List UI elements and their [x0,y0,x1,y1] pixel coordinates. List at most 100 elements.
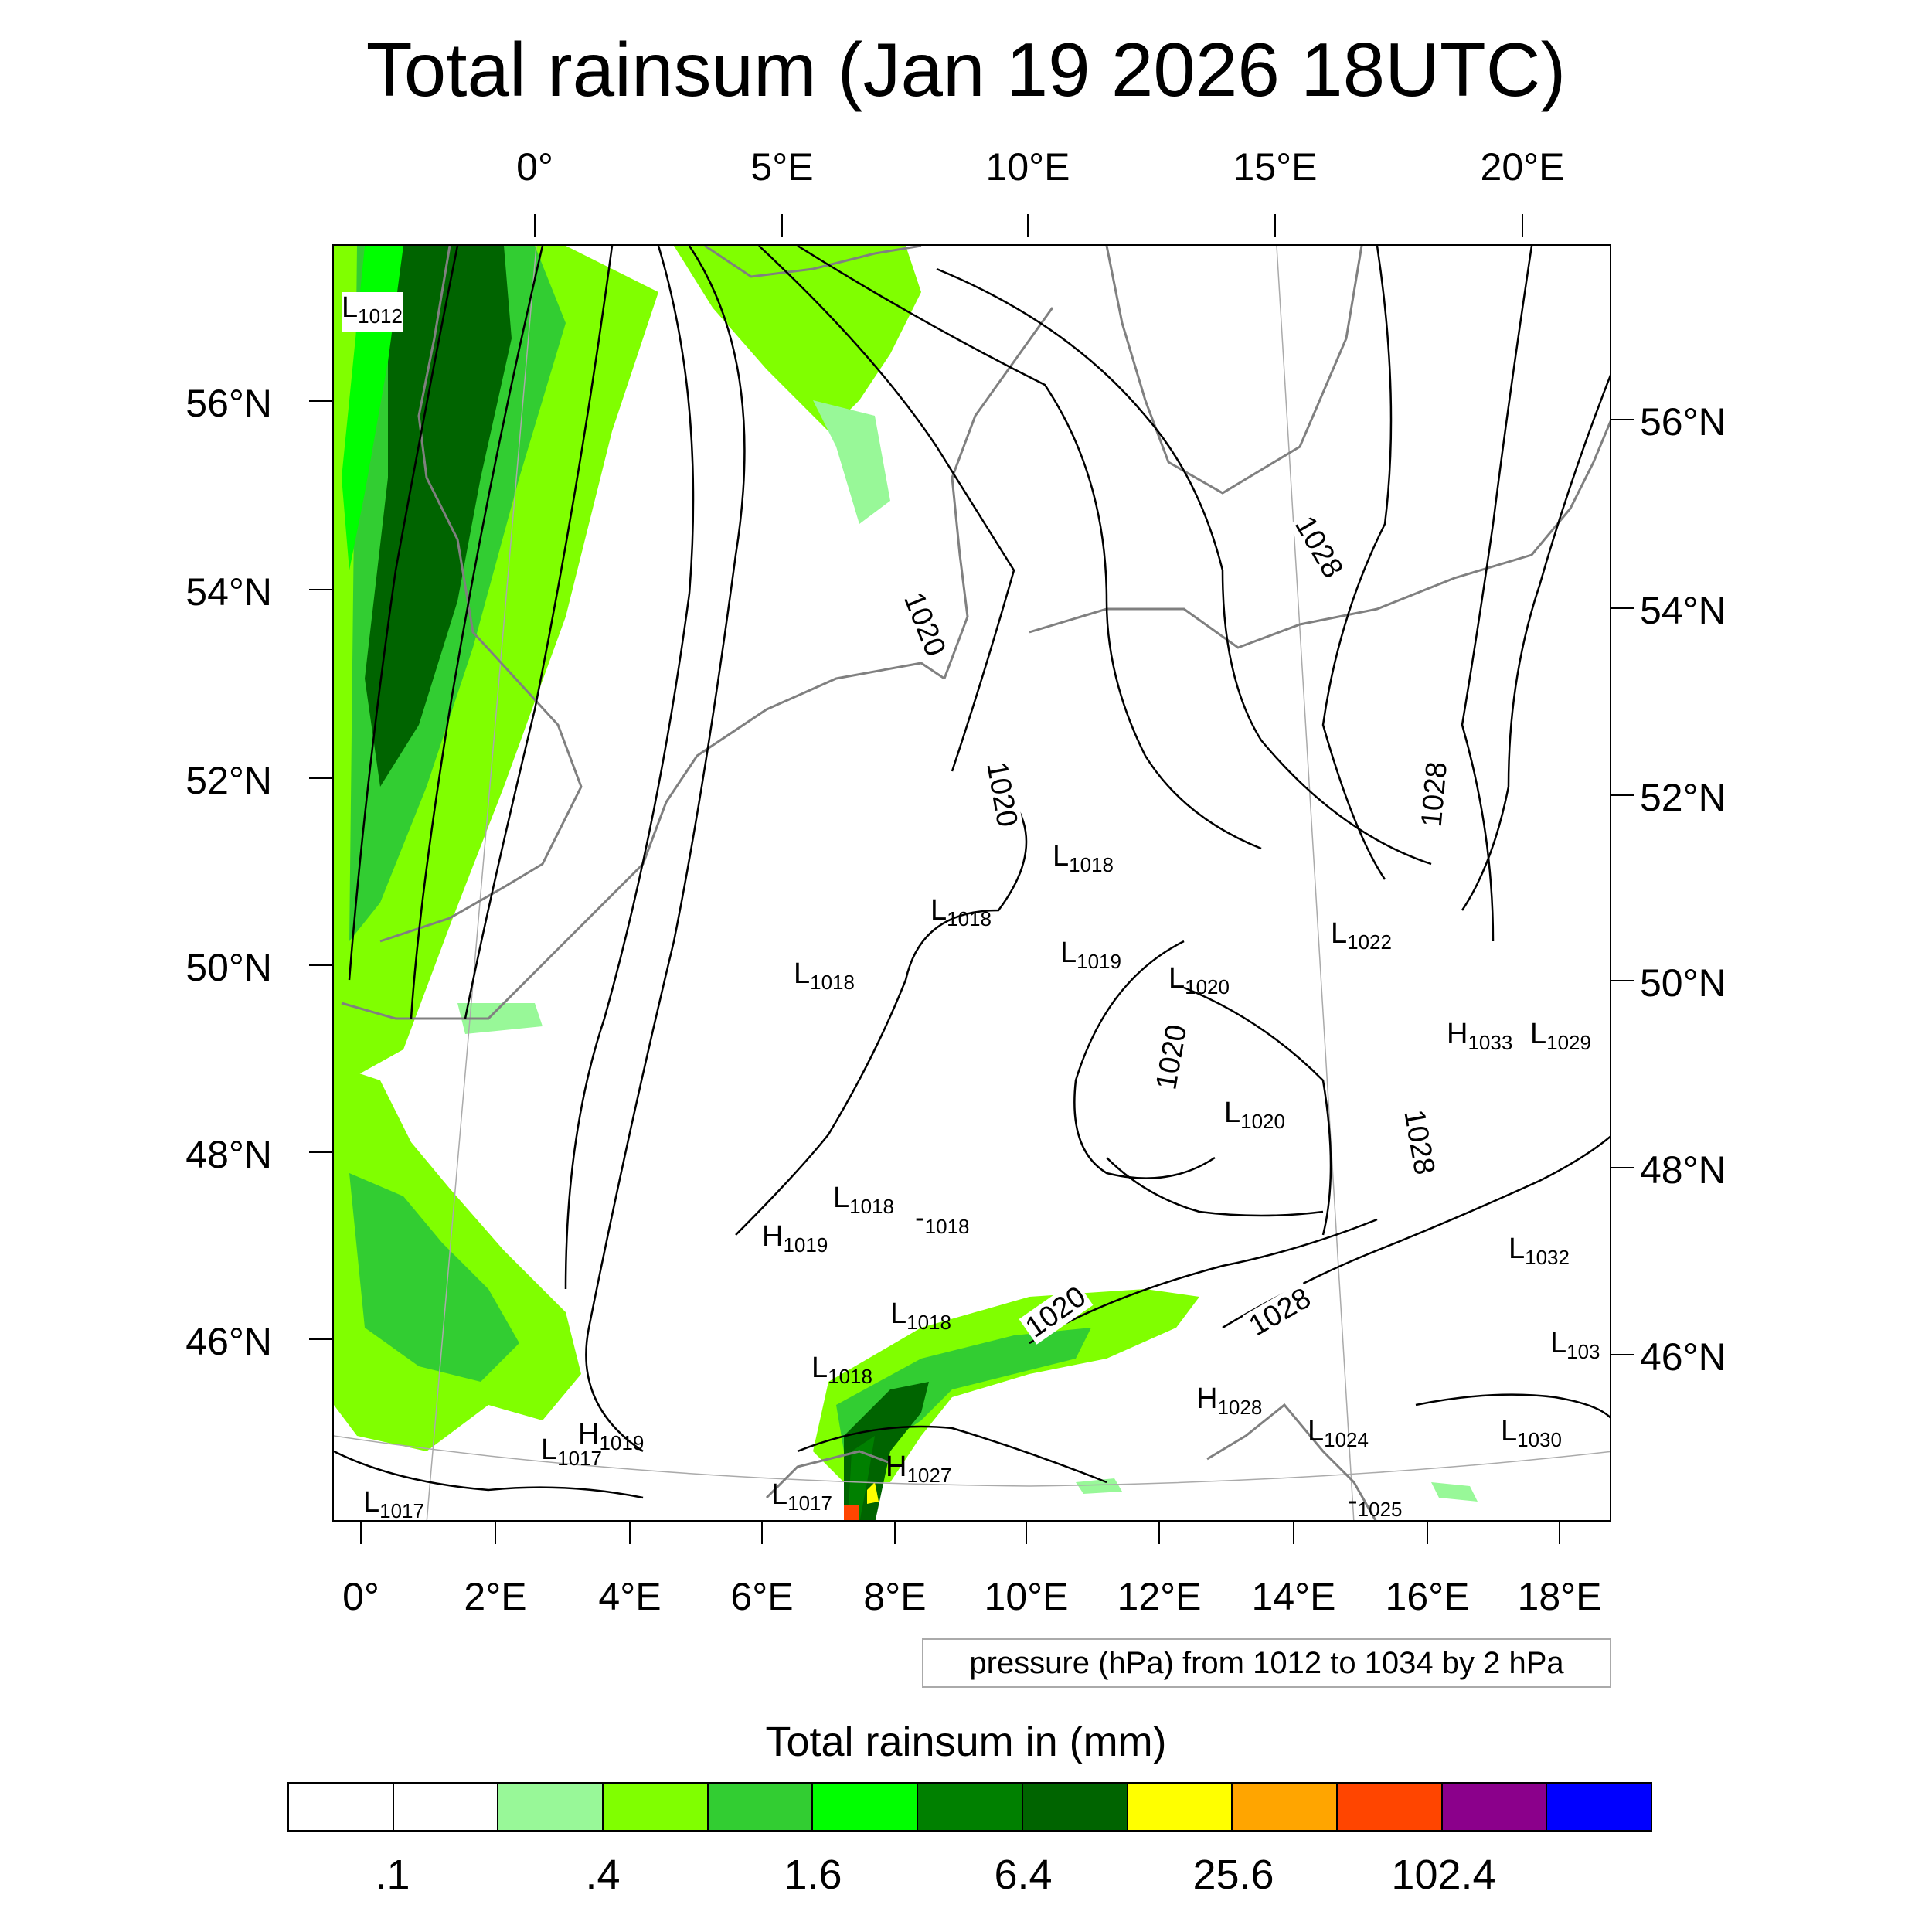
pressure-center-label: L1029 [1530,1018,1591,1054]
colorbar-swatch [1547,1784,1651,1830]
right-tick [1611,607,1634,609]
contour-label: 1028 [1415,759,1454,830]
coastline-continent [341,662,945,1020]
colorbar-swatch [604,1784,709,1830]
pressure-center-label: L1030 [1501,1415,1562,1451]
isobar [936,267,1432,866]
bottom-tick [761,1521,763,1544]
colorbar-swatch [918,1784,1023,1830]
bottom-lon-label: 4°E [598,1575,662,1618]
top-lon-label: 5°E [750,145,814,189]
isobar [1073,940,1216,1179]
left-tick [309,777,332,779]
top-lon-label: 0° [516,145,553,189]
right-tick [1611,1354,1634,1355]
pressure-center-label: L1020 [1224,1097,1285,1133]
pressure-center-label: L1032 [1509,1233,1570,1269]
isobar [1183,986,1332,1236]
precipitation-field [334,246,1478,1520]
isobar [1321,246,1393,880]
isobar [797,246,1262,850]
pressure-center-label: L1019 [1060,937,1121,973]
colorbar-swatch [1442,1784,1548,1830]
right-lat-label: 46°N [1640,1335,1726,1379]
left-lat-label: 48°N [185,1133,272,1176]
pressure-center-label: L1017 [363,1486,424,1522]
top-lon-label: 10°E [985,145,1070,189]
pressure-center-label: L1018 [930,894,992,930]
colorbar-label: .4 [585,1852,621,1898]
left-lat-label: 54°N [185,570,272,614]
right-tick [1611,980,1634,981]
right-lat-label: 54°N [1640,589,1726,632]
pressure-center-label: H1019 [762,1220,828,1257]
isobar [1029,1218,1378,1345]
top-tick [534,214,536,237]
pressure-center-label: -1018 [915,1202,970,1238]
right-lat-label: 56°N [1640,400,1726,444]
pressure-center-label: L1012 [342,292,403,332]
graticule [334,246,1610,1520]
rain-area-balkan-pale [1431,1482,1478,1502]
left-tick [309,964,332,966]
isobar [1461,246,1533,942]
isobars [334,246,1610,1499]
rain-area-north-dark [365,246,512,787]
pressure-center-label: L103 [1550,1327,1600,1363]
map-panel: 1020 1020 1028 1028 1020 1028 1020 1028 … [332,244,1611,1522]
bottom-lon-label: 16°E [1385,1575,1470,1618]
bottom-tick [629,1521,631,1544]
isobar [758,246,1015,772]
isobar [1461,374,1610,911]
rain-area-northsea-light [674,246,921,431]
isobar [348,246,459,981]
pressure-center-label: H1019 [578,1418,645,1454]
bottom-lon-label: 0° [342,1575,379,1618]
isobar [1106,1157,1324,1217]
right-lat-label: 50°N [1640,961,1726,1005]
legend-title: Total rainsum in (mm) [765,1719,1167,1765]
rain-area-alps-light [813,1289,1199,1482]
coastline-jutland [943,307,1054,679]
bottom-lon-label: 2°E [464,1575,527,1618]
rain-area-channel-pale [457,1003,543,1034]
colorbar-swatch [498,1784,604,1830]
pressure-center-label: H1028 [1196,1383,1263,1419]
coastlines [341,246,1610,1520]
colorbar [287,1782,1652,1832]
colorbar-swatch [1022,1784,1128,1830]
bottom-tick [1559,1521,1560,1544]
coastline-norway [704,246,922,278]
left-tick [309,1338,332,1340]
left-lat-label: 52°N [185,759,272,802]
map-title: Total rainsum (Jan 19 2026 18UTC) [366,27,1566,112]
coastline-ligurian [765,1450,891,1499]
isobar [797,1425,1107,1484]
bottom-tick [1293,1521,1294,1544]
isobar [410,246,544,1019]
colorbar-label: 25.6 [1192,1852,1274,1898]
left-tick [309,400,332,402]
colorbar-swatch [289,1784,394,1830]
left-lat-label: 56°N [185,382,272,425]
isobar [735,801,1028,1236]
bottom-lon-label: 12°E [1117,1575,1202,1618]
right-tick [1611,794,1634,796]
colorbar-label: 102.4 [1391,1852,1496,1898]
colorbar-swatch [1233,1784,1338,1830]
meridian-15e [1276,246,1355,1520]
bottom-tick [1427,1521,1428,1544]
rain-area-west-channel-med [349,1173,519,1382]
bottom-lon-label: 14°E [1251,1575,1336,1618]
colorbar-label: 6.4 [994,1852,1053,1898]
left-tick [309,1151,332,1153]
pressure-center-label: H1033 [1447,1018,1513,1054]
isobar [585,246,746,1453]
colorbar-label: .1 [375,1852,410,1898]
pressure-center-label: L1020 [1168,962,1230,998]
bottom-tick [360,1521,362,1544]
bottom-lon-label: 6°E [730,1575,794,1618]
bottom-tick [495,1521,496,1544]
top-tick [1522,214,1523,237]
right-lat-label: 52°N [1640,776,1726,819]
